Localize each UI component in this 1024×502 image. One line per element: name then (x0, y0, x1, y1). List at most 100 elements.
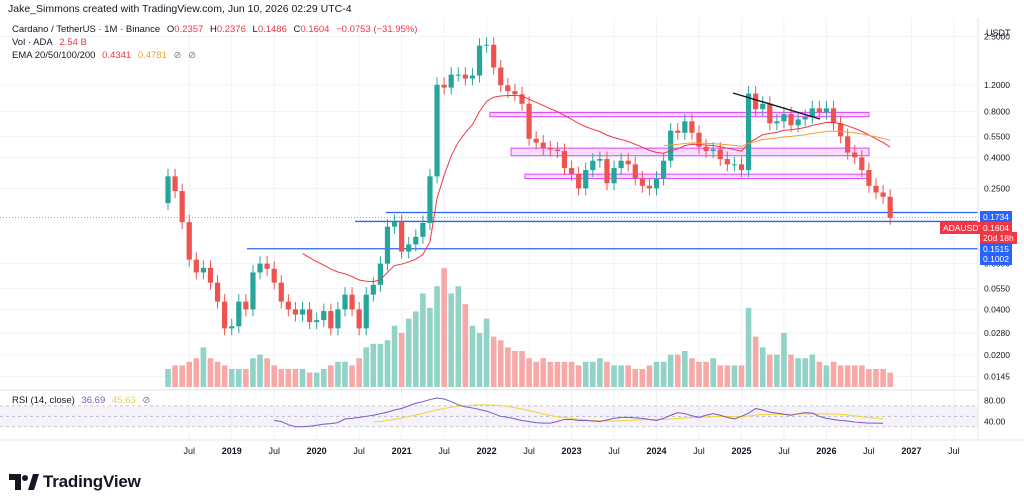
volume-bar (434, 286, 440, 387)
candle-body (356, 309, 362, 329)
candle-body (193, 259, 199, 273)
ema-legend[interactable]: EMA 20/50/100/200 0.4341 0.4781 ⊘ ⊘ (12, 50, 200, 61)
volume-bar (328, 365, 334, 387)
candle-body (760, 103, 766, 110)
candle-body (767, 103, 773, 124)
high-label: H (209, 24, 217, 35)
rsi-value-2: 45.63 (111, 395, 136, 406)
volume-bar (214, 361, 221, 387)
volume-bar (582, 361, 589, 387)
eye-off-icon[interactable]: ⊘ (142, 395, 151, 406)
volume-bar (667, 354, 674, 387)
volume-bar (483, 318, 490, 387)
volume-bar (731, 365, 738, 387)
volume-bar (391, 325, 398, 387)
candle-body (200, 267, 206, 273)
ema-label: EMA 20/50/100/200 (12, 50, 96, 61)
volume-bar (462, 304, 469, 387)
volume-bar (193, 358, 200, 387)
volume-bar (342, 361, 348, 387)
candle-body (271, 268, 277, 283)
trend-line[interactable] (732, 92, 821, 120)
price-axis[interactable]: 2.50001.20000.80000.55000.40000.25000.08… (984, 31, 1010, 381)
rsi-legend[interactable]: RSI (14, close) 36.69 45.63 ⊘ (12, 395, 154, 406)
candle-body (774, 121, 780, 124)
volume-bar (561, 361, 568, 387)
candle-body (661, 160, 667, 179)
countdown-tag: 20d 18h (980, 232, 1017, 244)
ema-lines (302, 94, 891, 283)
candle-body (384, 226, 391, 264)
volume-bar (646, 365, 653, 387)
candle-body (406, 244, 412, 252)
candle-body (469, 75, 476, 79)
volume-bar (738, 365, 745, 387)
volume-bar (363, 347, 370, 387)
symbol-name[interactable]: Cardano / TetherUS · 1M · Binance (12, 24, 161, 35)
volume-bar (674, 354, 681, 387)
resistance-zone (510, 147, 870, 157)
tradingview-logo[interactable]: TradingView (9, 472, 141, 492)
candle-body (859, 157, 865, 171)
volume-bar (809, 354, 816, 387)
time-tick-label: 2023 (562, 446, 582, 456)
eye-off-icon[interactable]: ⊘ (173, 50, 182, 61)
candle-body (476, 45, 483, 76)
volume-bar (306, 372, 313, 387)
volume-bar (533, 361, 539, 387)
candle-body (561, 151, 568, 169)
volume-bar (207, 358, 214, 387)
volume-bar (625, 365, 631, 387)
candle-body (491, 44, 497, 68)
candle-body (568, 168, 575, 175)
volume-bar (405, 318, 412, 387)
volume-bar (880, 369, 886, 387)
candle-body (795, 119, 801, 126)
candle-body (250, 272, 256, 310)
volume-bar (186, 361, 193, 387)
candle-body (448, 74, 454, 88)
time-tick-label: 2021 (392, 446, 412, 456)
candle-body (597, 159, 603, 161)
candle-body (207, 267, 214, 283)
high-value: 0.2376 (216, 24, 246, 35)
candle-body (165, 176, 171, 204)
candle-body (632, 164, 638, 179)
candle-body (682, 121, 688, 133)
close-value: 0.1604 (300, 24, 330, 35)
volume-bar (767, 354, 773, 387)
time-tick-label: 2027 (901, 446, 921, 456)
time-tick-label: Jul (863, 446, 875, 456)
volume-bar (519, 351, 525, 387)
volume-bar (597, 358, 603, 387)
symbol-legend[interactable]: Cardano / TetherUS · 1M · Binance O0.235… (12, 24, 421, 35)
volume-bar (228, 369, 235, 387)
time-tick-label: Jul (353, 446, 365, 456)
volume-label: Vol · ADA (12, 37, 53, 48)
candle-body (745, 93, 752, 171)
time-tick-label: Jul (693, 446, 705, 456)
time-tick-label: 2024 (647, 446, 667, 456)
candle-body (696, 132, 702, 147)
time-axis[interactable]: Jul 2019 Jul 2020 Jul 2021 Jul 2022 Jul 2023 Jul 20… (183, 446, 959, 456)
candle-body (852, 152, 858, 158)
price-tick-label: 0.0400 (984, 304, 1010, 314)
low-label: L (252, 24, 258, 35)
volume-bar (420, 293, 426, 387)
candle-body (590, 160, 596, 171)
volume-legend[interactable]: Vol · ADA 2.54 B (12, 37, 91, 48)
volume-bar (844, 365, 851, 387)
volume-bar (320, 369, 327, 387)
eye-off-icon[interactable]: ⊘ (188, 50, 197, 61)
volume-bar (264, 358, 270, 387)
volume-bar (604, 361, 610, 387)
candle-body (611, 168, 617, 184)
candle-body (455, 74, 461, 76)
volume-bar (851, 365, 858, 387)
candle-body (335, 309, 341, 329)
volume-bars (165, 268, 893, 387)
rsi-pane: 80.00 40.00 (0, 396, 1006, 428)
candle-body (540, 142, 546, 149)
candle-body (830, 108, 837, 124)
